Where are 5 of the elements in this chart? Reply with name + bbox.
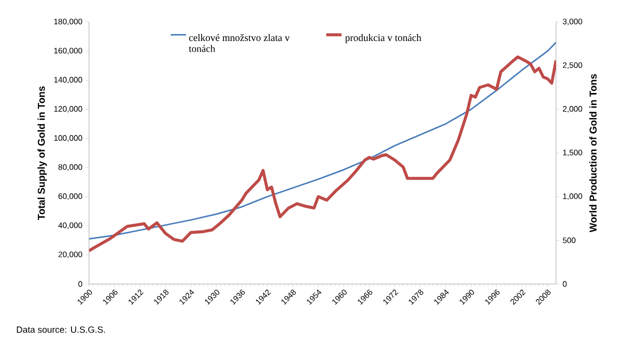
source-note: Data source: U.S.G.S.	[16, 326, 105, 333]
legend-label: celkové množstvo zlata v tonách	[188, 34, 290, 52]
y2-axis-title: World Production of Gold in Tons	[589, 74, 597, 232]
y-axis-title: Total Supply of Gold in Tons	[38, 86, 47, 220]
legend-label: produkcia v tonách	[345, 34, 422, 44]
